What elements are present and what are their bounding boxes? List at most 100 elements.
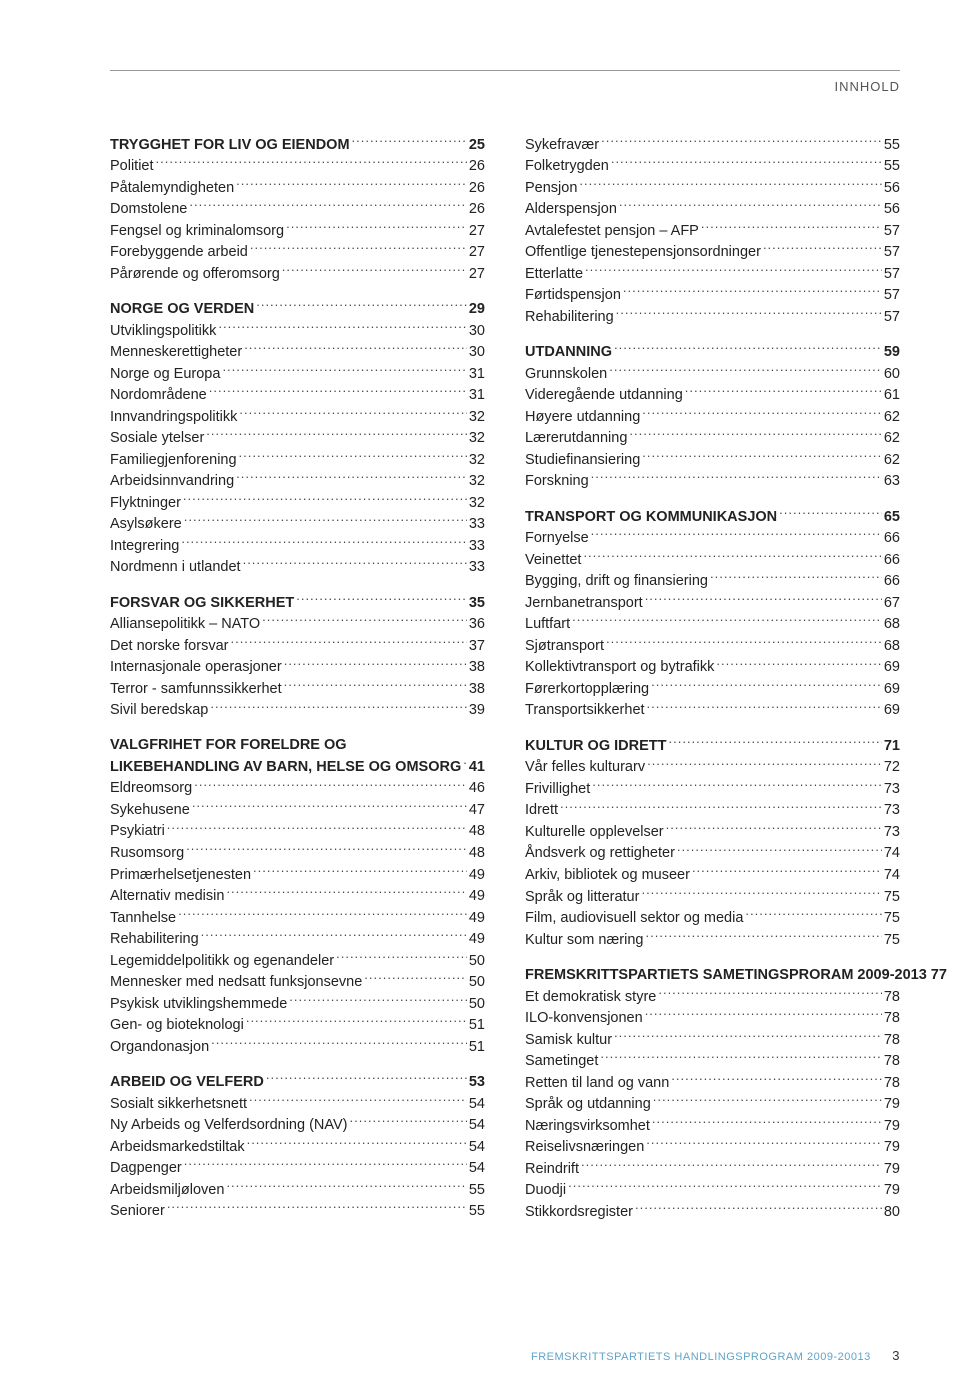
toc-leader — [364, 972, 467, 987]
toc-page-number: 63 — [884, 471, 900, 492]
toc-label: Lærerutdanning — [525, 428, 627, 449]
toc-page-number: 50 — [469, 972, 485, 993]
toc-leader — [336, 950, 467, 965]
toc-label: Fengsel og kriminalomsorg — [110, 221, 284, 242]
toc-page-number: 75 — [884, 887, 900, 908]
toc-label: Pensjon — [525, 178, 577, 199]
toc-item-row: Avtalefestet pensjon – AFP 57 — [525, 220, 900, 242]
toc-page-number: 26 — [469, 199, 485, 220]
toc-leader — [619, 199, 882, 214]
toc-item-row: Frivillighet73 — [525, 778, 900, 800]
toc-label: Primærhelsetjenesten — [110, 865, 251, 886]
toc-item-row: Pårørende og offeromsorg27 — [110, 263, 485, 285]
toc-label: Høyere utdanning — [525, 407, 640, 428]
footer: FREMSKRITTSPARTIETS HANDLINGSPROGRAM 200… — [531, 1348, 900, 1363]
toc-item-row: Rusomsorg48 — [110, 842, 485, 864]
toc-leader — [286, 220, 467, 235]
toc-leader — [606, 635, 882, 650]
toc-item-row: Sosiale ytelser32 — [110, 428, 485, 450]
toc-label: Avtalefestet pensjon – AFP — [525, 221, 699, 242]
toc-leader — [647, 700, 882, 715]
toc-page-number: 61 — [884, 385, 900, 406]
toc-page-number: 59 — [884, 342, 900, 363]
toc-label: Menneskerettigheter — [110, 342, 242, 363]
toc-columns: TRYGGHET FOR LIV OG EIENDOM25Politiet26P… — [110, 134, 900, 1223]
toc-label: Folketrygden — [525, 156, 609, 177]
toc-page-number: 60 — [884, 364, 900, 385]
toc-label: Psykiatri — [110, 821, 165, 842]
toc-label: Vår felles kulturarv — [525, 757, 645, 778]
toc-leader — [253, 864, 467, 879]
toc-leader — [239, 449, 467, 464]
toc-item-row: Pensjon56 — [525, 177, 900, 199]
toc-item-row: Kollektivtransport og bytrafikk69 — [525, 657, 900, 679]
toc-label: NORGE OG VERDEN — [110, 299, 254, 320]
toc-leader — [189, 199, 466, 214]
toc-item-row: Rehabilitering57 — [525, 306, 900, 328]
toc-leader — [572, 614, 882, 629]
toc-leader — [183, 492, 467, 507]
toc-label: Domstolene — [110, 199, 187, 220]
toc-label: Nordmenn i utlandet — [110, 557, 241, 578]
toc-label: Duodji — [525, 1180, 566, 1201]
toc-item-row: Språk og litteratur75 — [525, 886, 900, 908]
toc-page-number: 57 — [884, 285, 900, 306]
toc-leader — [352, 134, 467, 149]
toc-label: Innvandringspolitikk — [110, 407, 237, 428]
toc-label: Fornyelse — [525, 528, 589, 549]
toc-label: Kulturelle opplevelser — [525, 822, 664, 843]
toc-page-number: 57 — [884, 221, 900, 242]
toc-label: Internasjonale operasjoner — [110, 657, 282, 678]
toc-item-row: Sivil beredskap39 — [110, 700, 485, 722]
toc-section-row: UTDANNING 59 — [525, 342, 900, 364]
toc-leader — [669, 735, 882, 750]
toc-page-number: 79 — [884, 1116, 900, 1137]
toc-leader — [246, 1015, 467, 1030]
toc-page-number: 74 — [884, 865, 900, 886]
toc-item-row: Stikkordsregister80 — [525, 1201, 900, 1223]
toc-leader — [243, 557, 467, 572]
toc-label: Mennesker med nedsatt funksjonsevne — [110, 972, 362, 993]
toc-page-number: 48 — [469, 843, 485, 864]
toc-leader — [647, 757, 882, 772]
toc-item-row: Næringsvirksomhet79 — [525, 1115, 900, 1137]
toc-leader — [629, 428, 881, 443]
toc-label: UTDANNING — [525, 342, 612, 363]
toc-label: Norge og Europa — [110, 364, 220, 385]
toc-page-number: 26 — [469, 156, 485, 177]
toc-leader — [601, 134, 882, 149]
toc-page-number: 50 — [469, 994, 485, 1015]
toc-item-row: Duodji79 — [525, 1180, 900, 1202]
toc-spacer — [525, 328, 900, 342]
toc-page-number: 32 — [469, 450, 485, 471]
toc-right-column: Sykefravær55Folketrygden55Pensjon56Alder… — [525, 134, 900, 1223]
toc-label: Stikkordsregister — [525, 1202, 633, 1223]
toc-label: Det norske forsvar — [110, 636, 228, 657]
toc-item-row: Organdonasjon51 — [110, 1036, 485, 1058]
toc-item-row: Jernbanetransport67 — [525, 592, 900, 614]
toc-leader — [167, 821, 467, 836]
toc-leader — [641, 886, 881, 901]
toc-page-number: 55 — [469, 1180, 485, 1201]
toc-leader — [652, 1115, 882, 1130]
toc-item-row: Språk og utdanning79 — [525, 1094, 900, 1116]
toc-page-number: 66 — [884, 528, 900, 549]
toc-item-row: Internasjonale operasjoner38 — [110, 657, 485, 679]
toc-item-row: Åndsverk og rettigheter74 — [525, 843, 900, 865]
toc-page-number: 57 — [884, 264, 900, 285]
toc-leader — [568, 1180, 882, 1195]
toc-page-number: 32 — [469, 493, 485, 514]
toc-page-number: 62 — [884, 450, 900, 471]
toc-page-number: 69 — [884, 657, 900, 678]
toc-page-number: 62 — [884, 428, 900, 449]
toc-leader — [236, 471, 467, 486]
toc-label: Sametinget — [525, 1051, 598, 1072]
toc-label: Arbeidsinnvandring — [110, 471, 234, 492]
toc-label: Organdonasjon — [110, 1037, 209, 1058]
toc-item-row: Nordmenn i utlandet33 — [110, 557, 485, 579]
toc-label: Legemiddelpolitikk og egenandeler — [110, 951, 334, 972]
toc-leader — [666, 821, 882, 836]
toc-label: Luftfart — [525, 614, 570, 635]
toc-leader — [692, 865, 882, 880]
toc-item-row: ILO-konvensjonen78 — [525, 1008, 900, 1030]
